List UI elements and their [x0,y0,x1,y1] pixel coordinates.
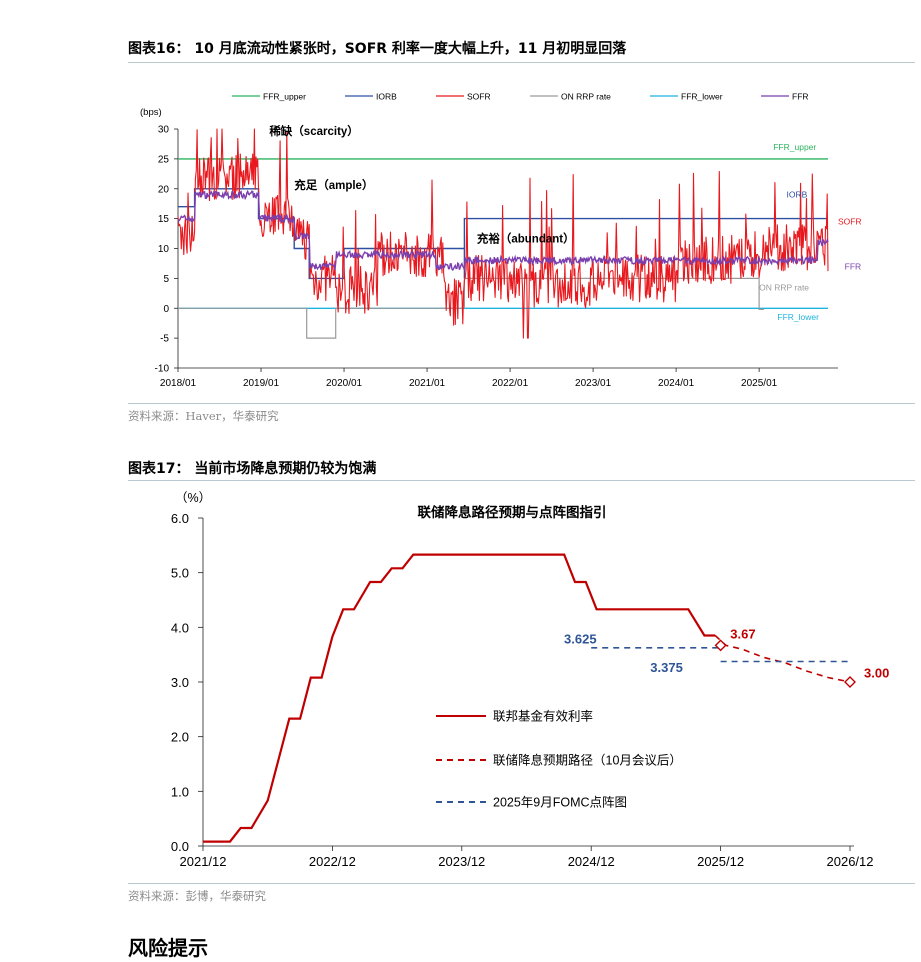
end-label-ffr-upper: FFR_upper [773,142,816,152]
annotation-3-375: 3.375 [650,660,683,675]
y-tick-label: 1.0 [171,784,189,799]
figure16-source: 资料来源：Haver，华泰研究 [128,409,279,423]
region-label: 充裕（abundant） [477,232,575,246]
y-axis-label: （%） [175,491,211,505]
end-label-sofr: SOFR [838,217,862,227]
x-tick-label: 2022/01 [492,378,529,389]
y-tick-label: -5 [160,334,169,345]
chart-sofr-rates: FFR_upper IORB SOFR ON RRP rate FFR_lower FFR… [140,92,862,390]
series-effr [203,553,716,843]
y-tick-label: 4.0 [171,620,189,635]
legend-label-2: 联储降息预期路径（10月会议后） [493,753,682,768]
y-tick-label: 2.0 [171,730,189,745]
end-label-ffr: FFR [845,261,862,271]
y-tick-label: 10 [158,244,170,255]
figure16-top-rule [128,62,915,63]
chart-rate-path: 联储降息路径预期与点阵图指引 （%） 0.0 1.0 2.0 3.0 4.0 5.0 6.0 20… [171,491,889,869]
legend-label-1: 联邦基金有效利率 [493,709,593,724]
region-label: 充足（ample） [294,178,373,192]
y-tick-label: 20 [158,184,170,195]
x-tick-label: 2024/12 [568,854,615,869]
x-tick-label: 2018/01 [160,378,197,389]
x-tick-label: 2021/01 [409,378,446,389]
figure17-source: 资料来源：彭博，华泰研究 [128,889,266,903]
x-tick-label: 2023/12 [438,854,485,869]
figure17-bottom-rule [128,883,915,884]
x-tick-label: 2022/12 [309,854,356,869]
x-tick-label: 2020/01 [326,378,363,389]
x-tick-label: 2021/12 [180,854,227,869]
marker-diamond [844,676,856,688]
x-tick-label: 2025/12 [697,854,744,869]
series-ffr [177,189,829,272]
legend-label-sofr: SOFR [467,92,491,102]
y-tick-label: 6.0 [171,511,189,526]
annotation-3-625: 3.625 [564,632,597,647]
legend-label-ffr-lower: FFR_lower [681,92,723,102]
annotation-3-67: 3.67 [730,626,755,641]
x-tick-label: 2024/01 [658,378,695,389]
chart-title: 联储降息路径预期与点阵图指引 [418,504,607,520]
legend-label-on-rrp-rate: ON RRP rate [561,92,611,102]
legend-label-iorb: IORB [376,92,397,102]
end-label-iorb: IORB [787,190,808,200]
x-tick-label: 2019/01 [243,378,280,389]
y-tick-label: 3.0 [171,675,189,690]
y-tick-label: 5.0 [171,566,189,581]
x-tick-label: 2026/12 [827,854,874,869]
x-tick-label: 2025/01 [741,378,778,389]
legend-label-ffr-upper: FFR_upper [263,92,306,102]
figure16-title: 图表16： 10 月底流动性紧张时，SOFR 利率一度大幅上升，11 月初明显回… [128,41,627,57]
series-on-rrp-rate [178,277,765,339]
y-axis-label: (bps) [140,107,162,118]
section-heading-risk: 风险提示 [128,936,208,960]
end-label-on-rrp-rate: ON RRP rate [759,282,809,292]
y-tick-label: 30 [158,125,170,136]
figure17-title: 图表17： 当前市场降息预期仍较为饱满 [128,461,377,477]
region-label: 稀缺（scarcity） [269,124,358,138]
series-sofr [177,128,829,339]
y-tick-label: 5 [163,274,169,285]
x-tick-label: 2023/01 [575,378,612,389]
y-tick-label: -10 [155,364,170,375]
y-tick-label: 0 [163,304,169,315]
series-market-path [714,634,851,683]
y-tick-label: 0.0 [171,839,189,854]
y-tick-label: 15 [158,214,170,225]
figure16-bottom-rule [128,403,915,404]
figure17-top-rule [128,480,915,481]
annotation-3-00: 3.00 [864,666,889,681]
end-label-ffr-lower: FFR_lower [777,312,819,322]
legend-label-3: 2025年9月FOMC点阵图 [493,796,627,810]
y-tick-label: 25 [158,154,170,165]
legend-label-ffr: FFR [792,92,809,102]
marker-diamond [714,639,727,652]
